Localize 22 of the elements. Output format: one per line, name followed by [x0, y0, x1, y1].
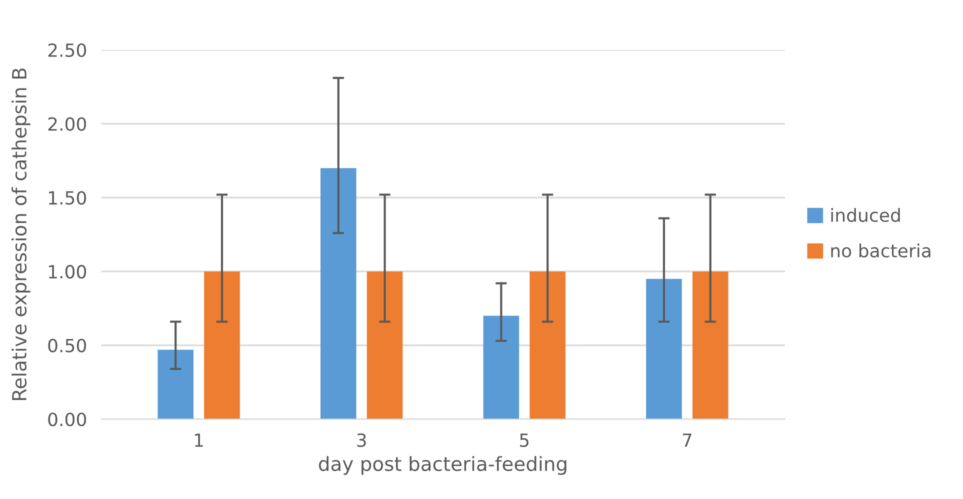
bar [692, 271, 728, 420]
y-tick-label: 2.00 [48, 117, 86, 131]
x-tick-label: 5 [520, 434, 529, 448]
legend-label: induced [831, 208, 900, 222]
bar [204, 271, 240, 420]
x-tick-label: 1 [195, 434, 203, 447]
y-tick-label: 1.00 [49, 264, 86, 279]
bar [646, 278, 682, 420]
bar [366, 271, 403, 420]
x-tick-label: 3 [357, 433, 366, 448]
y-axis-title: Relative expression of cathepsin B [12, 68, 30, 400]
x-axis-title: day post bacteria-feeding [318, 456, 566, 475]
y-tick-label: 0.00 [48, 412, 86, 426]
y-tick-label: 2.50 [48, 43, 86, 58]
y-tick-label: 1.50 [49, 191, 86, 205]
y-tick-label: 0.50 [48, 338, 86, 352]
bar [483, 316, 520, 420]
bar [320, 168, 356, 420]
legend-label: no bacteria [831, 244, 930, 258]
bar [530, 271, 566, 420]
bar [158, 350, 194, 420]
x-tick-label: 7 [682, 434, 692, 447]
